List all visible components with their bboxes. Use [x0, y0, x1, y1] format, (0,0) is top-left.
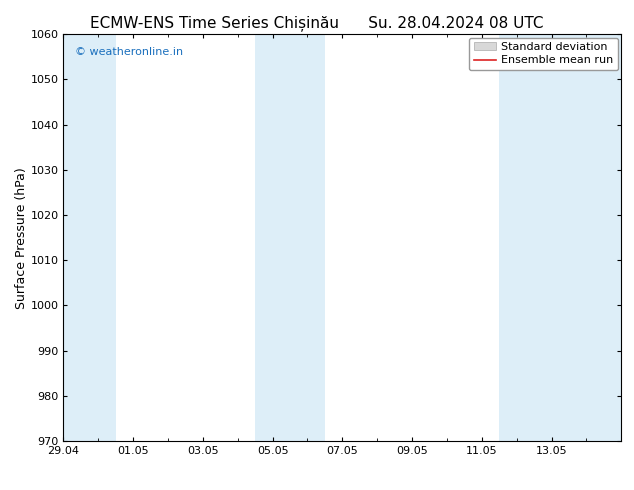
Bar [63, 34, 115, 441]
Y-axis label: Surface Pressure (hPa): Surface Pressure (hPa) [15, 167, 28, 309]
Bar [255, 34, 325, 441]
Text: © weatheronline.in: © weatheronline.in [75, 47, 183, 56]
Text: ECMW-ENS Time Series Chișinău      Su. 28.04.2024 08 UTC: ECMW-ENS Time Series Chișinău Su. 28.04.… [90, 15, 544, 30]
Bar [500, 34, 621, 441]
Legend: Standard deviation, Ensemble mean run: Standard deviation, Ensemble mean run [469, 38, 618, 70]
